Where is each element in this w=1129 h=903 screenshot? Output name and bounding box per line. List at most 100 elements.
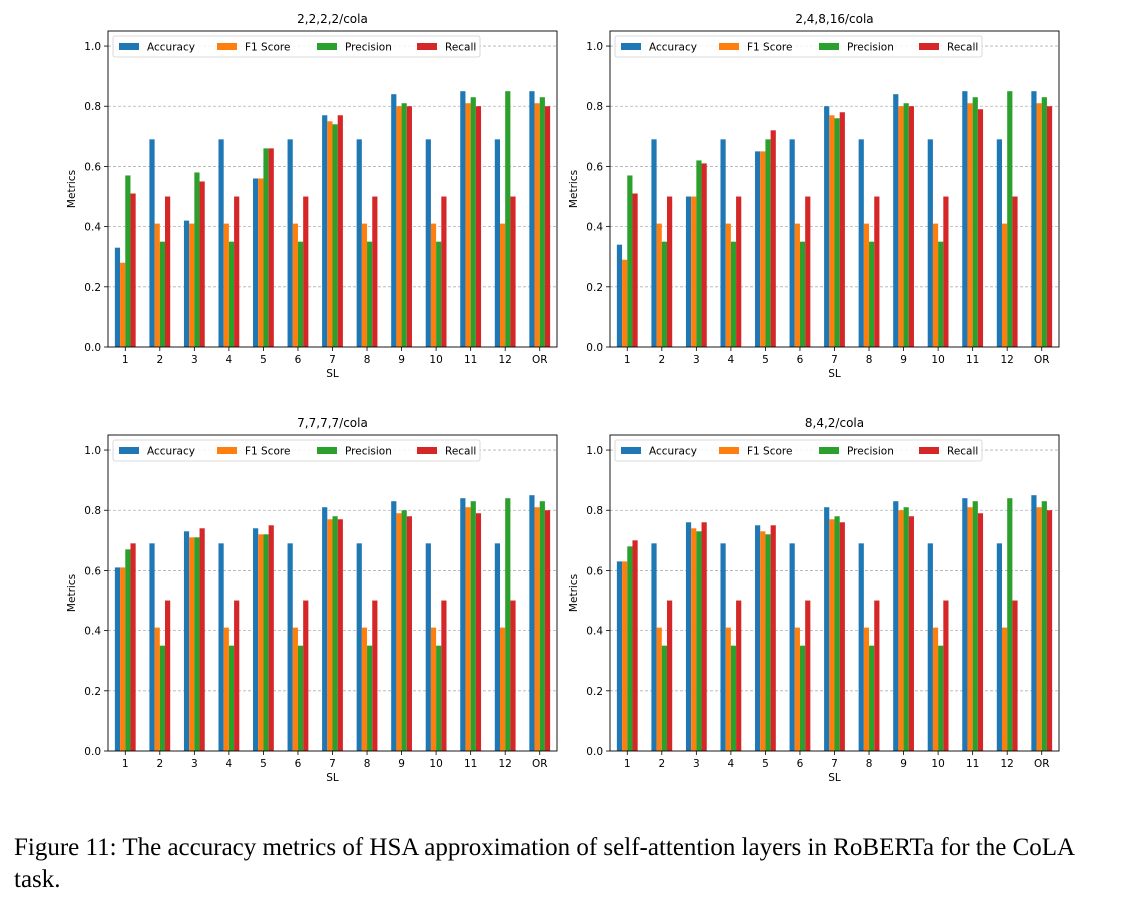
bar-f1-score <box>691 528 697 751</box>
bar-f1-score <box>760 531 766 751</box>
bar-precision <box>194 172 200 347</box>
bar-recall <box>544 510 551 751</box>
bar-precision <box>539 501 545 751</box>
bar-accuracy <box>755 525 761 751</box>
bar-f1-score <box>154 627 160 751</box>
bar-precision <box>869 241 875 347</box>
bar-f1-score <box>499 223 506 347</box>
bar-f1-score <box>656 223 662 347</box>
bar-accuracy <box>962 498 968 751</box>
legend-swatch <box>621 447 641 454</box>
bar-precision <box>159 645 166 751</box>
legend-label: Accuracy <box>649 446 697 458</box>
chart-panel-3: 0.00.20.40.60.81.01 2 3 4 5 6 7 8 9 10 11 12 OR7,7,7… <box>66 416 558 784</box>
bar-recall <box>770 130 776 347</box>
legend-label: Recall <box>947 446 978 458</box>
x-tick-label: 2 <box>156 758 163 770</box>
bar-f1-score <box>120 567 126 751</box>
y-tick-label: 0.2 <box>586 282 603 294</box>
bar-accuracy <box>927 139 933 347</box>
bar-accuracy <box>685 522 692 751</box>
legend-box <box>112 35 481 58</box>
x-tick-label: 9 <box>900 758 907 770</box>
bar-accuracy <box>1031 91 1037 347</box>
plot-frame <box>107 434 558 752</box>
legend-label: Recall <box>445 42 476 54</box>
bar-accuracy <box>893 94 899 347</box>
y-tick-label: 0.4 <box>586 222 603 234</box>
bar-precision <box>869 645 875 751</box>
bar-recall <box>303 600 309 751</box>
x-tick-label: 5 <box>762 354 769 366</box>
bar-accuracy <box>616 561 623 751</box>
bar-f1-score <box>794 627 800 751</box>
y-tick-label: 0.0 <box>84 746 101 758</box>
bar-recall <box>632 193 638 347</box>
x-tick-label: 9 <box>398 758 405 770</box>
legend-box <box>614 35 983 58</box>
bar-accuracy <box>287 139 293 347</box>
bar-accuracy <box>720 543 726 751</box>
legend-label: Precision <box>847 446 894 458</box>
bar-accuracy <box>253 178 259 347</box>
bar-precision <box>228 241 235 347</box>
legend-label: F1 Score <box>747 42 792 54</box>
bar-accuracy <box>755 151 761 347</box>
y-tick-label: 0.6 <box>84 161 101 173</box>
bar-recall <box>1046 510 1053 751</box>
bar-accuracy <box>720 139 726 347</box>
bar-precision <box>539 97 545 347</box>
x-tick-label: 2 <box>658 758 665 770</box>
bar-f1-score <box>622 259 628 347</box>
bar-accuracy <box>218 139 224 347</box>
bar-recall <box>337 519 343 751</box>
bar-recall <box>839 112 845 347</box>
x-tick-label: 4 <box>226 758 233 770</box>
x-tick-label: 4 <box>728 354 735 366</box>
bar-accuracy <box>494 139 500 347</box>
bar-recall <box>199 181 205 347</box>
bar-recall <box>234 600 240 751</box>
bar-f1-score <box>760 151 766 347</box>
bar-accuracy <box>218 543 224 751</box>
bar-accuracy <box>149 139 155 347</box>
bar-f1-score <box>430 627 437 751</box>
x-tick-label: 3 <box>693 354 700 366</box>
bar-recall <box>632 540 638 751</box>
chart-title: 2,4,8,16/cola <box>795 12 873 26</box>
x-tick-label: 12 <box>1001 758 1014 770</box>
x-tick-label: 10 <box>429 758 442 770</box>
legend-swatch <box>417 447 437 454</box>
x-axis-label: SL <box>828 368 841 380</box>
bar-precision <box>696 531 702 751</box>
x-tick-label: 8 <box>866 758 873 770</box>
bar-recall <box>1046 106 1053 347</box>
legend-label: Accuracy <box>147 42 195 54</box>
bar-f1-score <box>1001 627 1008 751</box>
bar-recall <box>1012 196 1018 347</box>
bar-precision <box>903 507 909 751</box>
bar-recall <box>510 600 516 751</box>
x-tick-label: 2 <box>658 354 665 366</box>
x-tick-label: 12 <box>499 354 512 366</box>
x-tick-label: 3 <box>191 758 198 770</box>
bar-precision <box>401 510 407 751</box>
bar-precision <box>1041 501 1047 751</box>
legend-swatch <box>719 43 739 50</box>
bar-recall <box>337 115 343 348</box>
bar-f1-score <box>691 196 697 347</box>
bar-precision <box>972 97 978 347</box>
x-axis-label: SL <box>326 368 339 380</box>
bar-precision <box>505 91 511 347</box>
bar-f1-score <box>863 223 870 347</box>
bar-recall <box>908 106 914 347</box>
legend-label: F1 Score <box>747 446 792 458</box>
legend-box <box>614 439 983 462</box>
chart-panel-4: 0.00.20.40.60.81.01 2 3 4 5 6 7 8 9 10 11 12 OR8,4,2… <box>568 416 1060 784</box>
bar-f1-score <box>794 223 800 347</box>
bar-f1-score <box>361 223 368 347</box>
bar-accuracy <box>651 139 657 347</box>
x-tick-label: 9 <box>900 354 907 366</box>
bar-precision <box>1007 91 1013 347</box>
x-tick-label: 11 <box>966 758 979 770</box>
